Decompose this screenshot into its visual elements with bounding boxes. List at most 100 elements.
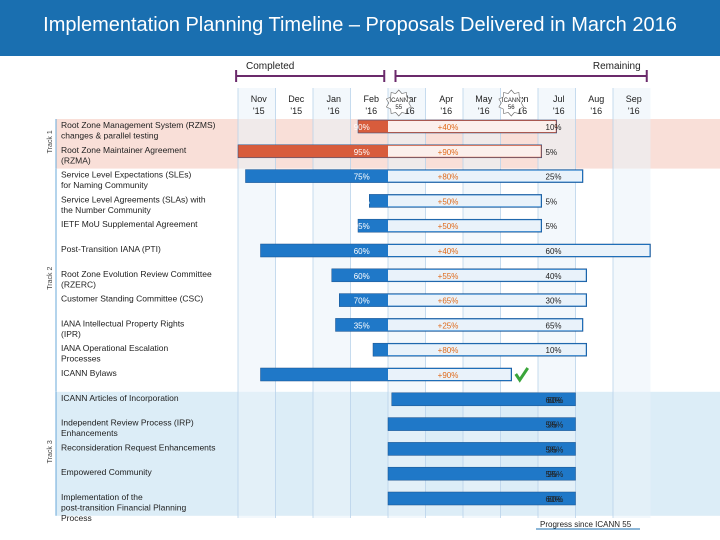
progress-gain-label: +50% — [438, 197, 459, 206]
month-label: Sep — [626, 94, 642, 104]
timeline-bar — [387, 442, 576, 456]
row-label: Root Zone Management System (RZMS) change… — [61, 120, 216, 141]
progress-end-label: 10% — [546, 346, 562, 355]
progress-start-label: 75% — [354, 173, 370, 182]
progress-start-label: 90% — [354, 346, 370, 355]
progress-end-label: 5% — [546, 222, 558, 231]
month-year-label: '16 — [590, 106, 602, 116]
row-label: IANA Operational Escalation Processes — [61, 343, 169, 364]
month-year-label: '15 — [253, 106, 265, 116]
progress-start-label: 70% — [354, 297, 370, 306]
progress-gain-label: +25% — [438, 321, 459, 330]
progress-gain-label: +80% — [438, 173, 459, 182]
row-label: Post-Transition IANA (PTI) — [61, 244, 161, 254]
month-year-label: '16 — [478, 106, 490, 116]
month-label: May — [475, 94, 493, 104]
track-label-3: Track 3 — [47, 440, 54, 463]
month-year-label: '16 — [628, 106, 640, 116]
progress-end-label: 5% — [546, 148, 558, 157]
progress-end-label: 5% — [546, 470, 558, 479]
row-label: Root Zone Maintainer Agreement (RZMA) — [61, 145, 187, 166]
progress-after-label: 95% — [547, 445, 563, 454]
remaining-segment — [388, 269, 586, 281]
row-label: ICANN Articles of Incorporation — [61, 393, 179, 403]
icann-marker-number: 55 — [395, 105, 402, 111]
icann-marker-number: 56 — [508, 105, 515, 111]
progress-gain-label: +55% — [438, 272, 459, 281]
remaining-segment — [388, 319, 582, 331]
row-label: IETF MoU Supplemental Agreement — [61, 219, 198, 229]
remaining-segment — [388, 344, 586, 356]
progress-start-label: 90% — [354, 123, 370, 132]
month-year-label: '16 — [403, 106, 415, 116]
month-year-label: '16 — [553, 106, 565, 116]
progress-end-label: 10% — [546, 123, 562, 132]
timeline-bar — [387, 466, 576, 481]
progress-gain-label: +40% — [438, 247, 459, 256]
progress-start-label: 35% — [354, 321, 370, 330]
month-label: Jul — [553, 94, 565, 104]
remaining-segment — [388, 369, 511, 380]
footnote-text: Progress since ICANN 55 — [540, 520, 632, 529]
track-label-2: Track 2 — [47, 267, 54, 290]
timeline-bar — [387, 417, 576, 431]
progress-gain-label: +90% — [438, 371, 459, 380]
remaining-segment — [388, 294, 586, 306]
month-year-label: '15 — [290, 106, 302, 116]
progress-gain-label: +80% — [438, 346, 459, 355]
progress-end-label: 30% — [546, 297, 562, 306]
month-year-label: '16 — [365, 106, 377, 116]
progress-end-label: 5% — [546, 197, 558, 206]
row-label: IANA Intellectual Property Rights (IPR) — [61, 318, 184, 339]
row-label: Customer Standing Committee (CSC) — [61, 294, 203, 304]
progress-gain-label: +65% — [438, 297, 459, 306]
row-label: Root Zone Evolution Review Committee (RZE… — [61, 269, 212, 290]
month-label: Jan — [326, 94, 341, 104]
row-label: Service Level Agreements (SLAs) with the … — [61, 194, 206, 215]
progress-end-label: 25% — [546, 173, 562, 182]
month-label: Dec — [288, 94, 305, 104]
month-year-label: '16 — [515, 106, 527, 116]
icann-star-icon — [498, 89, 525, 117]
progress-after-label: 95% — [547, 421, 563, 430]
remaining-segment — [388, 121, 556, 132]
progress-end-label: 60% — [546, 247, 562, 256]
remaining-segment — [388, 220, 541, 232]
checkmark-icon — [514, 367, 529, 383]
remaining-segment — [388, 195, 541, 207]
progress-gain-label: +40% — [438, 123, 459, 132]
progress-end-label: 60% — [546, 495, 562, 504]
progress-after-label: 60% — [547, 495, 563, 504]
header-bar: Implementation Planning Timeline – Propo… — [0, 0, 720, 56]
icann-marker-label: ICANN — [389, 98, 408, 104]
page-title: Implementation Planning Timeline – Propo… — [43, 14, 677, 36]
month-label: Nov — [251, 94, 268, 104]
progress-start-label: 95% — [354, 222, 370, 231]
remaining-segment — [388, 245, 650, 256]
progress-end-label: 5% — [546, 421, 558, 430]
row-label: Implementation of the post-transition Fin… — [61, 492, 186, 523]
row-label: Service Level Expectations (SLEs) for Nam… — [61, 170, 192, 191]
progress-start-label: 95% — [354, 197, 370, 206]
progress-gain-label: +50% — [438, 222, 459, 231]
month-label: Aug — [588, 94, 604, 104]
progress-after-label: 95% — [547, 470, 563, 479]
row-label: Independent Review Process (IRP) Enhancem… — [61, 418, 194, 439]
icann-star-icon — [385, 89, 412, 117]
row-label: ICANN Bylaws — [61, 368, 117, 378]
remaining-label: Remaining — [593, 61, 641, 72]
progress-start-label: 60% — [354, 272, 370, 281]
progress-end-label: 5% — [546, 445, 558, 454]
progress-end-label: 60% — [546, 396, 562, 405]
progress-end-label: 40% — [546, 272, 562, 281]
progress-after-label: 60% — [547, 396, 563, 405]
row-label: Empowered Community — [61, 467, 152, 477]
progress-end-label: 65% — [546, 321, 562, 330]
progress-start-label: 95% — [354, 148, 370, 157]
timeline-bar — [391, 392, 576, 407]
month-column — [613, 88, 651, 518]
month-year-label: '16 — [440, 106, 452, 116]
row-label: Reconsideration Request Enhancements — [61, 442, 216, 452]
remaining-segment — [388, 170, 582, 182]
